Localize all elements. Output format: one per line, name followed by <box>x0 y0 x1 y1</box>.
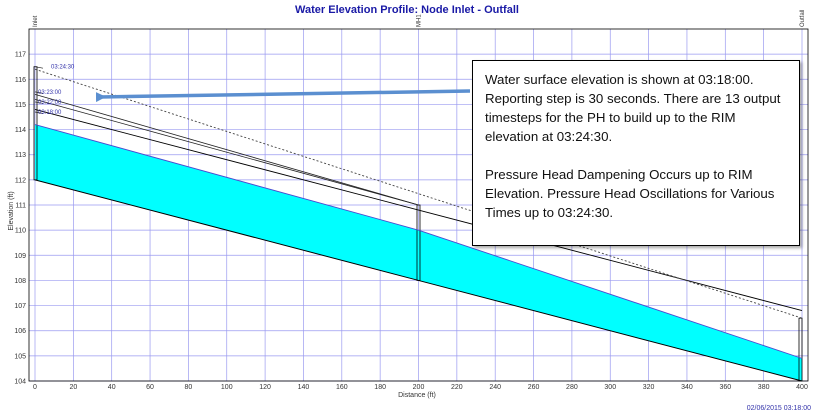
x-tick-label: 380 <box>758 384 770 391</box>
y-tick-label: 114 <box>15 127 26 134</box>
y-tick-label: 107 <box>14 303 26 310</box>
y-tick-label: 105 <box>14 353 26 360</box>
node-label-mh1: MH1 <box>417 14 423 27</box>
hgl-line-03-22-00 <box>34 99 419 206</box>
annotation-paragraph-1: Water surface elevation is shown at 03:1… <box>485 72 781 144</box>
water-fill-layer <box>35 124 802 382</box>
x-tick-label: 360 <box>719 384 731 391</box>
water-surface-line <box>418 229 803 359</box>
x-tick-label: 340 <box>681 384 693 391</box>
annotation-box: Water surface elevation is shown at 03:1… <box>472 60 800 246</box>
x-tick-label: 400 <box>796 384 808 391</box>
callout-arrow <box>95 89 471 103</box>
y-tick-label: 116 <box>15 77 26 84</box>
y-tick-label: 108 <box>14 278 26 285</box>
node-label-outfall: Outfall <box>800 10 806 27</box>
conduit-invert-line <box>34 179 419 281</box>
x-tick-label: 140 <box>298 384 310 391</box>
conduit-crown-line <box>34 109 419 211</box>
water-fill <box>35 124 802 382</box>
y-tick-label: 109 <box>14 253 26 260</box>
hgl-lines-layer <box>34 66 803 359</box>
timestep-mark <box>34 111 44 114</box>
x-tick-label: 180 <box>374 384 386 391</box>
conduit-invert-line <box>418 279 803 382</box>
time-labels: 03:24:30 03:23:00 03:22:00 03:18:00 <box>38 65 75 116</box>
x-tick-label: 280 <box>566 384 578 391</box>
timestep-mark <box>34 91 44 94</box>
plot-frame <box>28 28 809 382</box>
x-tick-label: 220 <box>451 384 463 391</box>
x-tick-label: 160 <box>336 384 348 391</box>
time-label: 03:24:30 <box>51 65 75 71</box>
y-tick-label: 117 <box>15 52 26 59</box>
tick-labels: 0 20 40 60 80 100 120 140 160 180 200 220 240 260 280 3… <box>14 52 808 391</box>
x-axis-label: Distance (ft) <box>398 392 436 399</box>
x-tick-label: 40 <box>108 384 116 391</box>
x-tick-label: 200 <box>413 384 425 391</box>
x-tick-label: 300 <box>604 384 616 391</box>
y-axis-label: Elevation (ft) <box>8 191 15 230</box>
y-tick-label: 104 <box>14 379 26 386</box>
x-tick-label: 240 <box>489 384 501 391</box>
chart-title: Water Elevation Profile: Node Inlet - Ou… <box>295 4 519 16</box>
hgl-line-03-23-00 <box>34 93 419 206</box>
y-tick-label: 115 <box>15 102 26 109</box>
x-tick-label: 80 <box>185 384 193 391</box>
time-label: 03:23:00 <box>38 90 62 96</box>
timestep-mark <box>34 101 44 104</box>
time-label: 03:22:00 <box>38 100 62 106</box>
x-tick-label: 260 <box>528 384 540 391</box>
time-label: 03:18:00 <box>38 110 62 116</box>
x-tick-label: 320 <box>643 384 655 391</box>
water-surface-line <box>34 124 419 231</box>
x-tick-label: 100 <box>221 384 233 391</box>
y-tick-label: 113 <box>15 152 26 159</box>
node-label-inlet: Inlet <box>33 15 39 27</box>
x-tick-label: 60 <box>146 384 154 391</box>
x-tick-label: 120 <box>259 384 271 391</box>
timestep-mark <box>34 66 44 69</box>
y-tick-label: 111 <box>15 203 26 210</box>
node-labels: Inlet MH1 Outfall <box>33 10 806 27</box>
x-tick-label: 20 <box>69 384 77 391</box>
y-tick-label: 112 <box>15 177 26 184</box>
timestamp-footer: 02/06/2015 03:18:00 <box>747 405 811 412</box>
y-tick-label: 110 <box>15 228 26 235</box>
annotation-paragraph-2: Pressure Head Dampening Occurs up to RIM… <box>485 167 775 220</box>
y-tick-label: 106 <box>14 328 26 335</box>
x-tick-label: 0 <box>33 384 37 391</box>
